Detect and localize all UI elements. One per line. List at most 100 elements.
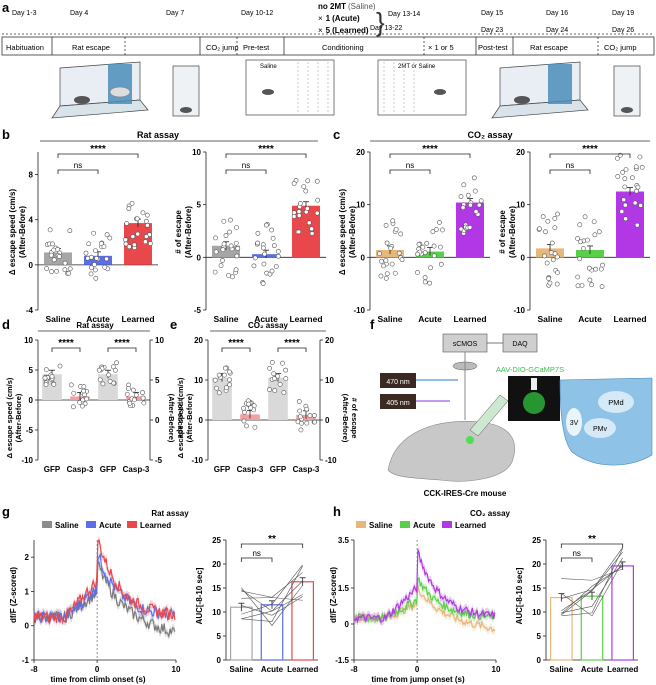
ylabel: Δ escape speed (cm/s)(After-Before) xyxy=(338,189,357,276)
bar xyxy=(580,595,604,661)
sig-label: ns xyxy=(252,549,260,558)
data-point xyxy=(632,200,638,206)
ylabel-line1: Δ escape speed (cm/s) xyxy=(8,189,17,276)
stage-label: Habituation xyxy=(6,43,44,52)
data-point xyxy=(130,234,136,239)
sig-label: **** xyxy=(422,144,438,155)
daq-label: DAQ xyxy=(512,341,528,348)
mouse-icon xyxy=(180,107,192,113)
data-point xyxy=(622,202,628,208)
data-point xyxy=(85,255,91,261)
group-acute-num: 1 xyxy=(326,14,331,23)
ylabel-line2: (After-Before) xyxy=(184,206,193,258)
data-point xyxy=(472,188,478,194)
data-point xyxy=(304,420,310,426)
day-label: Day 16 xyxy=(546,10,568,17)
times-sign: × xyxy=(318,26,323,35)
x-tick-label: GFP xyxy=(100,465,117,474)
xlabel-g: time from climb onset (s) xyxy=(50,675,145,684)
data-point xyxy=(600,262,605,268)
data-point xyxy=(312,419,318,425)
box-label: 2MT or Saline xyxy=(398,64,436,70)
data-point xyxy=(242,409,247,415)
pmd-region xyxy=(598,391,634,413)
sig-label: ns xyxy=(406,161,414,170)
data-point xyxy=(228,243,234,249)
sig-bracket xyxy=(389,169,431,174)
y-tick-label: 10 xyxy=(532,608,541,617)
data-point xyxy=(591,219,597,225)
data-point xyxy=(537,226,542,232)
data-point xyxy=(104,256,109,262)
data-point xyxy=(49,269,54,274)
data-point xyxy=(80,403,85,409)
data-point xyxy=(81,384,87,390)
mouse-icon xyxy=(434,89,446,95)
legend-label: Acute xyxy=(413,521,436,530)
data-point xyxy=(127,400,133,406)
data-point xyxy=(49,374,55,379)
data-point xyxy=(623,167,629,172)
y-tick-label: 3.5 xyxy=(338,536,350,545)
y-tick-label: 0 xyxy=(217,656,222,665)
ylabel-line1: # of escape xyxy=(174,210,183,254)
data-point xyxy=(271,243,277,249)
sig-bracket xyxy=(57,169,99,174)
data-point xyxy=(275,248,281,254)
data-point xyxy=(550,257,556,263)
data-point xyxy=(575,283,581,289)
rat-compartment xyxy=(548,64,572,104)
sig-label: ** xyxy=(268,534,276,545)
y-tick-label: 5 xyxy=(29,366,34,375)
data-point xyxy=(77,400,83,405)
auc-label-h: AUC[-8-10 sec] xyxy=(515,567,524,624)
data-point xyxy=(422,250,428,256)
legend-h: Saline Acute Learned xyxy=(356,521,486,530)
data-point xyxy=(93,275,99,281)
data-point xyxy=(227,382,232,388)
day-label: Day 23 xyxy=(481,27,503,34)
y-tick-label: 15 xyxy=(532,584,541,593)
data-point xyxy=(634,222,640,228)
data-point xyxy=(598,266,604,272)
y-tick-label: -10 xyxy=(21,456,33,465)
data-point xyxy=(393,226,399,232)
data-point xyxy=(307,413,313,418)
data-point xyxy=(269,227,274,233)
data-point xyxy=(440,227,445,233)
sig-bracket xyxy=(560,557,593,562)
data-point xyxy=(131,397,137,403)
legend-label: Saline xyxy=(55,521,79,530)
x-tick-label: -8 xyxy=(350,665,358,674)
data-point xyxy=(309,226,315,232)
panel-letter-f: f xyxy=(370,317,375,332)
data-point xyxy=(575,236,580,241)
group-none-label: no 2MT xyxy=(318,2,346,11)
bar xyxy=(230,606,253,661)
x-tick-label: 10 xyxy=(492,665,501,674)
sig-bracket xyxy=(560,543,624,548)
ylabel-line1: Δ escape speed (cm/s) xyxy=(176,377,185,458)
sig-label: **** xyxy=(228,338,244,349)
data-point xyxy=(94,255,99,261)
x-tick-label: Acute xyxy=(86,314,110,324)
sem-band xyxy=(34,536,175,627)
legend-swatch-acute xyxy=(400,521,410,528)
data-point xyxy=(593,266,599,272)
y-tick-label: 25 xyxy=(532,536,541,545)
y-tick-label: -4 xyxy=(26,306,34,315)
data-point xyxy=(540,214,546,220)
data-point xyxy=(433,227,439,232)
data-point xyxy=(291,181,297,186)
legend-label: Learned xyxy=(455,521,486,530)
sem-band xyxy=(34,557,175,641)
x-tick-label: Learned xyxy=(121,314,154,324)
y-tick-label: 1 xyxy=(25,587,30,596)
group-none: no 2MT (Saline) xyxy=(318,2,376,11)
cage-floor xyxy=(491,99,589,119)
sig-label: ns xyxy=(566,161,574,170)
x-tick-label: Casp-3 xyxy=(67,465,94,474)
sig-bracket xyxy=(107,347,137,352)
